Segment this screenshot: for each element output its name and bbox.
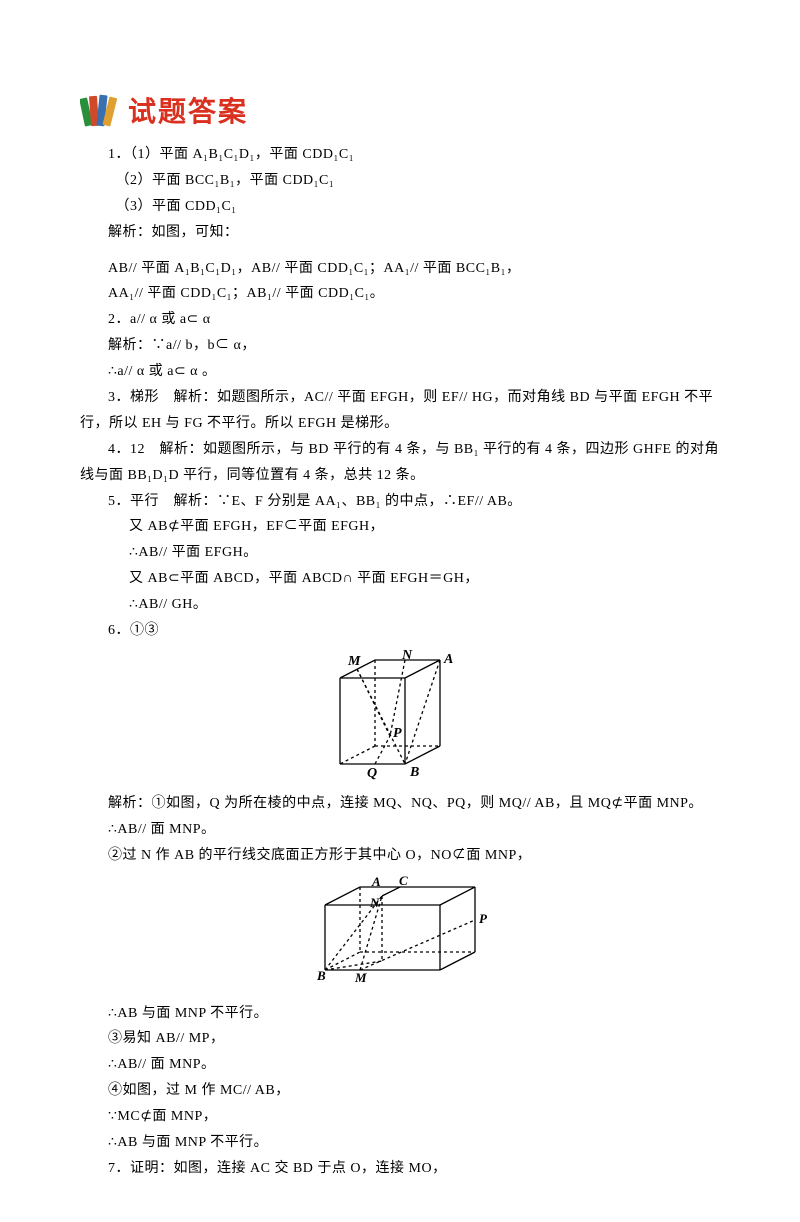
q7-line1: 7．证明：如图，连接 AC 交 BD 于点 O，连接 MO， [80,1156,720,1182]
q6-line10: ∴AB 与面 MNP 不平行。 [80,1130,720,1156]
q6-line9: ∵MC⊄面 MNP， [80,1104,720,1130]
q1-line4: 解析：如图，可知： [80,220,720,246]
q1-line2-text: （2）平面 BCC₁B₁，平面 CDD₁C₁ [123,173,335,188]
fig1-label-A: A [443,652,453,667]
q2-line3: ∴a// α 或 a⊂ α 。 [80,359,720,385]
q5-line5: ∴AB// GH。 [80,592,720,618]
fig1-label-N: N [401,650,413,663]
q6-line3: ∴AB// 面 MNP。 [80,817,720,843]
header: 试题答案 [80,90,720,130]
fig2-label-C: C [399,875,408,888]
q1-line5: AB// 平面 A₁B₁C₁D₁，AB// 平面 CDD₁C₁；AA₁// 平面… [80,256,720,282]
q5-line3: ∴AB// 平面 EFGH。 [80,540,720,566]
q1-line1: 1．（1）平面 A₁B₁C₁D₁，平面 CDD₁C₁ [80,142,720,168]
q6-line1: 6．①③ [80,618,720,644]
q1-line2: （2）平面 BCC₁B₁，平面 CDD₁C₁ [80,168,720,194]
header-title: 试题答案 [128,90,248,130]
q2-line1: 2．a// α 或 a⊂ α [80,307,720,333]
q2-line2: 解析：∵a// b，b⊂ α， [80,333,720,359]
books-icon [80,92,120,128]
q5-line1: 5．平行 解析：∵E、F 分别是 AA₁、BB₁ 的中点，∴EF// AB。 [80,489,720,515]
q6-figure2: A C N P B M [80,875,720,995]
q6-line7: ∴AB// 面 MNP。 [80,1052,720,1078]
page: 试题答案 1．（1）平面 A₁B₁C₁D₁，平面 CDD₁C₁ （2）平面 BC… [0,0,800,1222]
q6-line4: ②过 N 作 AB 的平行线交底面正方形于其中心 O，NO⊄面 MNP， [80,843,720,869]
q3-line1: 3．梯形 解析：如题图所示，AC// 平面 EFGH，则 EF// HG，而对角… [80,385,720,437]
fig2-label-N: N [369,895,380,910]
fig2-label-P: P [479,911,488,926]
fig1-label-Q: Q [367,766,377,780]
fig2-label-B: B [316,968,326,983]
q6-line2: 解析：①如图，Q 为所在棱的中点，连接 MQ、NQ、PQ，则 MQ// AB，且… [80,791,720,817]
fig2-label-A: A [371,875,381,889]
q5-line4: 又 AB⊂平面 ABCD，平面 ABCD∩ 平面 EFGH＝GH， [80,566,720,592]
fig1-label-P: P [393,726,402,741]
fig2-label-M: M [354,970,367,985]
q1-line6: AA₁// 平面 CDD₁C₁；AB₁// 平面 CDD₁C₁。 [80,281,720,307]
q1-line3-text: （3）平面 CDD₁C₁ [123,199,237,214]
q6-line6: ③易知 AB// MP， [80,1026,720,1052]
q5-line2: 又 AB⊄平面 EFGH，EF⊂平面 EFGH， [80,514,720,540]
fig1-label-B: B [409,765,419,780]
q4-line1: 4．12 解析：如题图所示，与 BD 平行的有 4 条，与 BB₁ 平行的有 4… [80,437,720,489]
spacer [80,246,720,256]
q1-line3: （3）平面 CDD₁C₁ [80,194,720,220]
fig1-label-M: M [347,654,361,669]
q6-line8: ④如图，过 M 作 MC// AB， [80,1078,720,1104]
q6-line5: ∴AB 与面 MNP 不平行。 [80,1001,720,1027]
q6-figure1: M N A P Q B [80,650,720,785]
